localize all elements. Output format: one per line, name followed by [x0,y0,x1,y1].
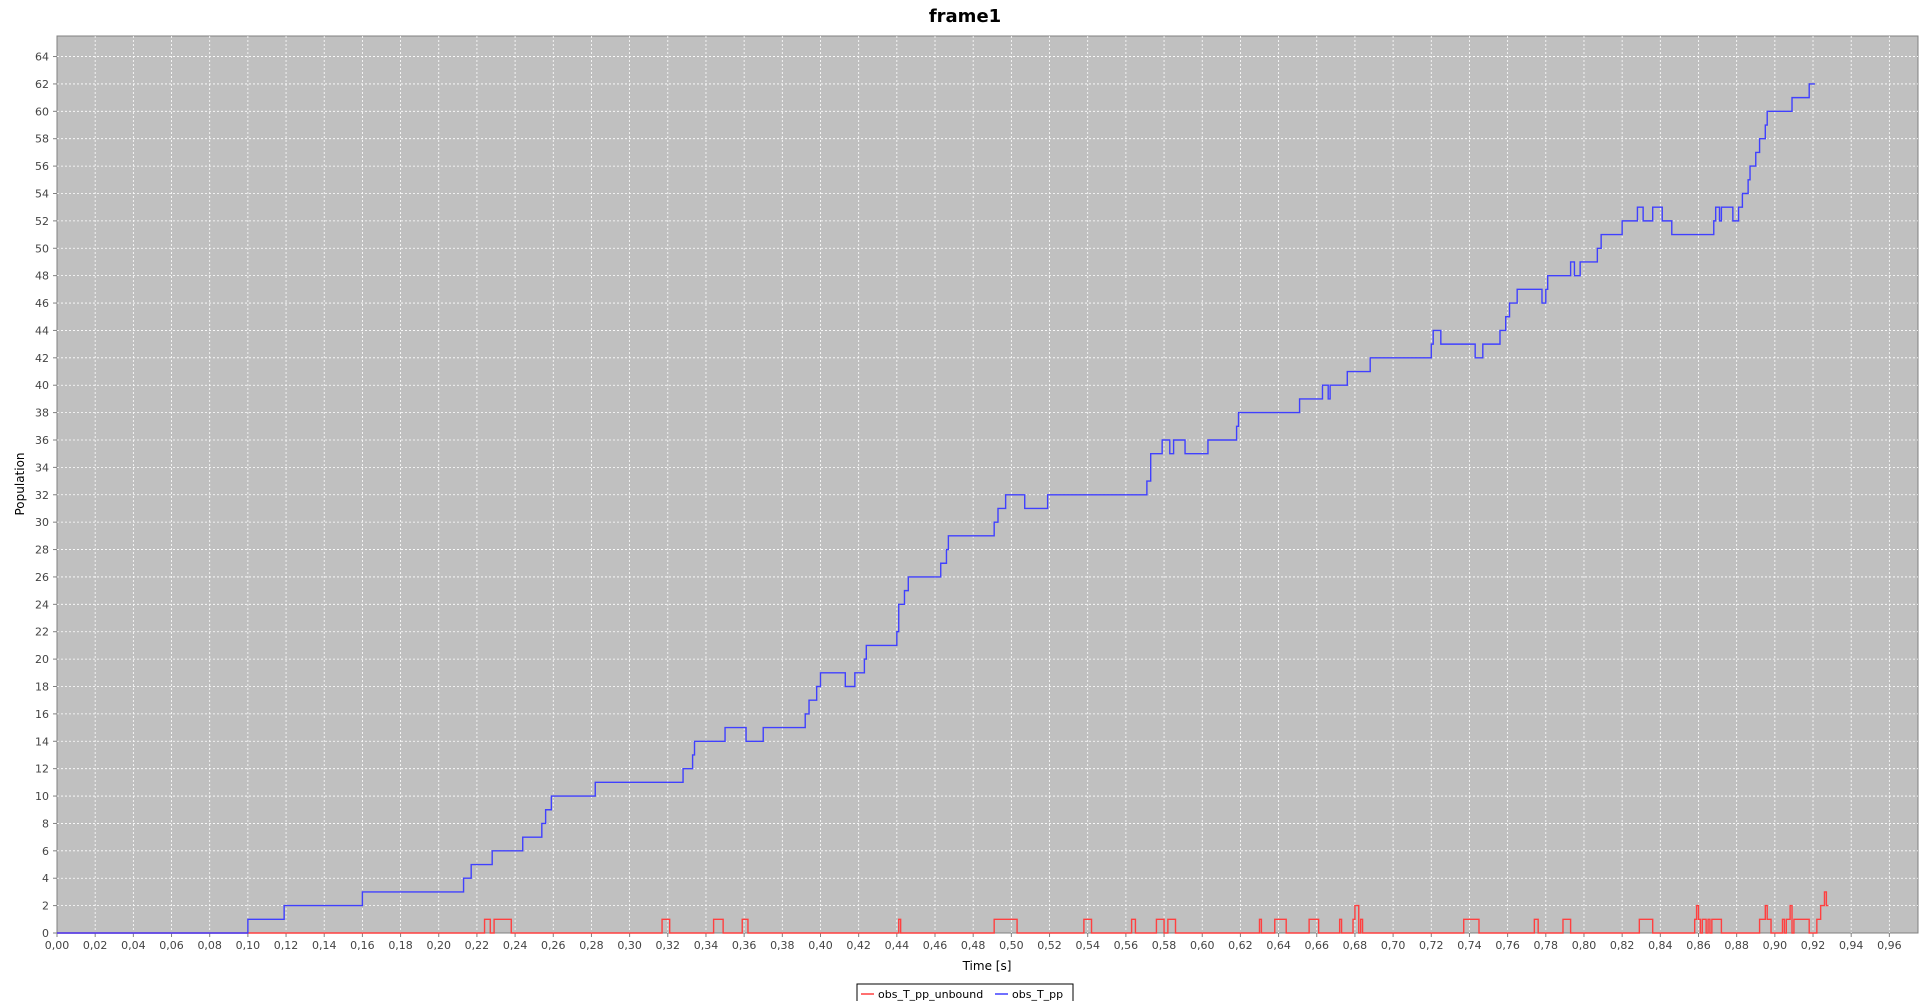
x-axis: 0,00 0,02 0,04 0,06 0,08 0,10 0,12 0,14 0,16 0,18… [45,933,1902,952]
x-tick-label: 0,78 [1534,939,1559,952]
y-tick-label: 58 [35,133,49,146]
y-tick-label: 4 [42,872,49,885]
y-axis: 0246810121416182022242628303234363840424… [35,51,57,940]
x-tick-label: 0,64 [1266,939,1291,952]
y-tick-label: 32 [35,489,49,502]
x-tick-label: 0,14 [312,939,337,952]
y-tick-label: 28 [35,544,49,557]
x-tick-label: 0,86 [1686,939,1711,952]
x-tick-label: 0,74 [1457,939,1482,952]
y-tick-label: 46 [35,297,49,310]
y-tick-label: 64 [35,51,49,64]
y-tick-label: 2 [42,900,49,913]
x-tick-label: 0,26 [541,939,566,952]
y-tick-label: 50 [35,242,49,255]
x-tick-label: 0,82 [1610,939,1635,952]
x-tick-label: 0,12 [274,939,299,952]
x-tick-label: 0,66 [1305,939,1330,952]
y-tick-label: 30 [35,516,49,529]
legend-label-pp: obs_T_pp [1012,988,1063,1001]
x-tick-label: 0,96 [1877,939,1902,952]
series-group [57,83,1829,934]
x-tick-label: 0,92 [1801,939,1826,952]
y-tick-label: 36 [35,434,49,447]
grid-lines [57,36,1918,933]
x-tick-label: 0,10 [236,939,261,952]
x-tick-label: 0,84 [1648,939,1673,952]
y-tick-label: 56 [35,160,49,173]
x-tick-label: 0,62 [1228,939,1253,952]
x-tick-label: 0,40 [808,939,833,952]
x-tick-label: 0,68 [1343,939,1368,952]
y-tick-label: 6 [42,845,49,858]
plot-background [56,35,1919,934]
x-tick-label: 0,88 [1724,939,1749,952]
y-axis-label: Population [13,452,27,515]
legend-box [856,983,1074,1001]
y-tick-label: 34 [35,461,49,474]
x-tick-label: 0,54 [1075,939,1100,952]
x-tick-label: 0,90 [1763,939,1788,952]
x-tick-label: 0,44 [885,939,910,952]
x-tick-label: 0,80 [1572,939,1597,952]
x-tick-label: 0,20 [426,939,451,952]
x-tick-label: 0,72 [1419,939,1444,952]
x-tick-label: 0,46 [923,939,948,952]
y-tick-label: 62 [35,78,49,91]
x-tick-label: 0,04 [121,939,146,952]
series-line-0 [57,891,1829,934]
x-tick-label: 0,50 [999,939,1024,952]
x-tick-label: 0,58 [1152,939,1177,952]
x-tick-label: 0,02 [83,939,108,952]
y-tick-label: 54 [35,187,49,200]
y-tick-label: 44 [35,324,49,337]
x-tick-label: 0,34 [694,939,719,952]
x-tick-label: 0,56 [1114,939,1139,952]
y-tick-label: 14 [35,735,49,748]
x-tick-label: 0,18 [388,939,413,952]
y-tick-label: 60 [35,105,49,118]
x-tick-label: 0,22 [465,939,490,952]
y-tick-label: 10 [35,790,49,803]
x-tick-label: 0,38 [770,939,795,952]
x-tick-label: 0,36 [732,939,757,952]
legend-label-unbound: obs_T_pp_unbound [878,988,983,1001]
y-tick-label: 20 [35,653,49,666]
y-tick-label: 24 [35,598,49,611]
x-tick-label: 0,24 [503,939,528,952]
y-tick-label: 8 [42,817,49,830]
x-tick-label: 0,00 [45,939,70,952]
series-line-1 [57,83,1815,934]
y-tick-label: 42 [35,352,49,365]
y-tick-label: 18 [35,680,49,693]
y-tick-label: 40 [35,379,49,392]
x-tick-label: 0,70 [1381,939,1406,952]
x-tick-label: 0,42 [846,939,871,952]
x-tick-label: 0,76 [1495,939,1520,952]
x-tick-label: 0,16 [350,939,375,952]
x-tick-label: 0,52 [1037,939,1062,952]
y-tick-label: 26 [35,571,49,584]
x-tick-label: 0,08 [197,939,222,952]
x-tick-label: 0,48 [961,939,986,952]
x-tick-label: 0,60 [1190,939,1215,952]
x-tick-label: 0,28 [579,939,604,952]
chart-title: frame1 [929,6,1001,27]
x-tick-label: 0,06 [159,939,184,952]
x-tick-label: 0,94 [1839,939,1864,952]
x-tick-label: 0,32 [656,939,681,952]
x-tick-label: 0,30 [617,939,642,952]
y-tick-label: 38 [35,407,49,420]
y-tick-label: 22 [35,626,49,639]
y-tick-label: 0 [42,927,49,940]
legend: obs_T_pp_unbound obs_T_pp [856,983,1074,1001]
y-tick-label: 48 [35,270,49,283]
x-axis-label: Time [s] [962,959,1012,973]
y-tick-label: 16 [35,708,49,721]
y-tick-label: 12 [35,763,49,776]
y-tick-label: 52 [35,215,49,228]
